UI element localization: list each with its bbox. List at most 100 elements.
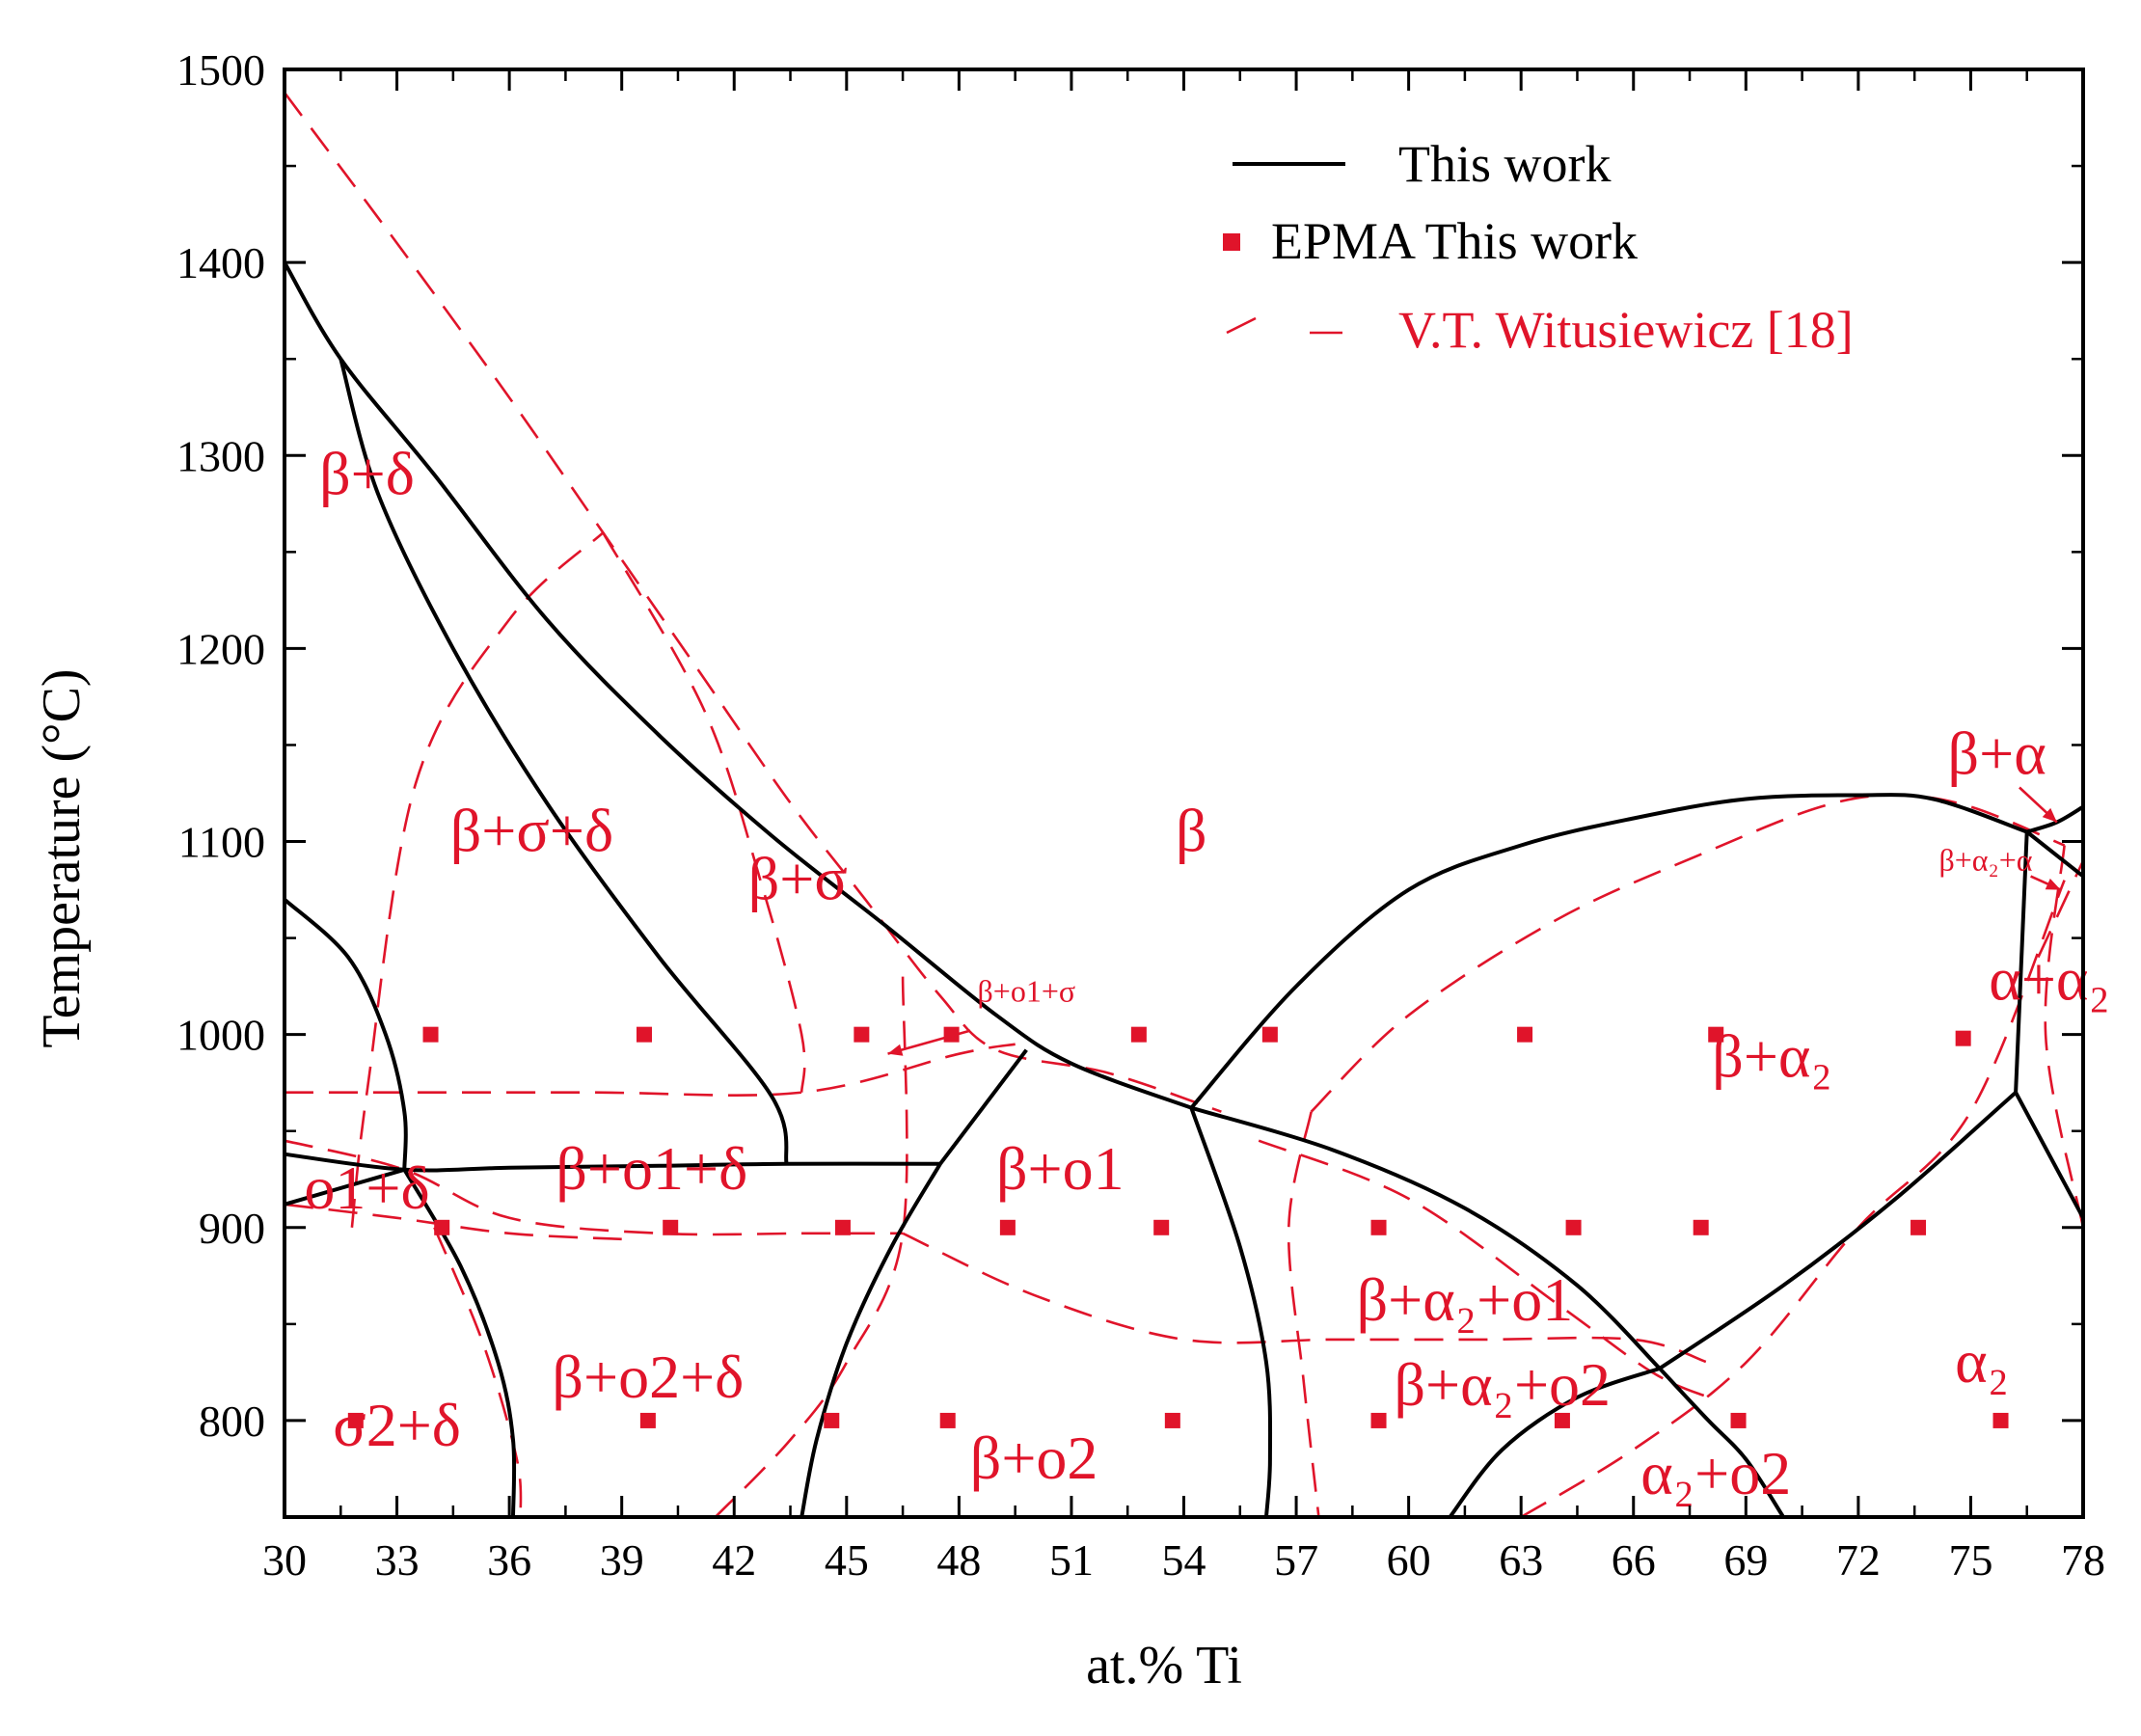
- phase-boundary-15: [2014, 831, 2029, 1093]
- phase-boundary-13: [1658, 1367, 1785, 1519]
- epma-point-21: [824, 1412, 840, 1428]
- phase-boundary-8: [938, 1048, 1028, 1166]
- y-tick-label-1500: 1500: [176, 45, 265, 95]
- reference-line-9: [902, 1232, 1709, 1365]
- phase-boundary-18: [2025, 829, 2085, 879]
- epma-point-6: [1261, 1026, 1278, 1043]
- y-tick-label-1300: 1300: [176, 431, 265, 480]
- reference-line-4: [284, 1043, 1016, 1097]
- arrow-beta-o1-sigma-head: [887, 1044, 904, 1056]
- phase-boundary-5: [284, 1167, 405, 1207]
- epma-point-7: [1517, 1026, 1533, 1043]
- y-tick-label-1400: 1400: [176, 238, 265, 287]
- epma-point-2: [637, 1026, 652, 1043]
- arrow-beta-alpha2-alpha-head: [2045, 878, 2061, 890]
- arrow-beta-alpha-head: [2042, 807, 2057, 823]
- epma-point-9: [1955, 1030, 1971, 1046]
- legend-label-epma: EPMA This work: [1271, 212, 1638, 270]
- x-tick-label-30: 30: [262, 1535, 307, 1585]
- reference-line-5: [284, 1139, 904, 1236]
- x-tick-label-69: 69: [1723, 1535, 1768, 1585]
- y-axis-title: Temperature (°C): [32, 668, 92, 1047]
- epma-point-27: [1992, 1412, 2009, 1428]
- region-label-16: α₂: [1955, 1327, 2009, 1396]
- region-label-9: β+o2+δ: [552, 1343, 744, 1411]
- region-label-13: β+α₂+o1: [1357, 1265, 1574, 1334]
- x-tick-label-57: 57: [1274, 1535, 1318, 1585]
- epma-point-19: [347, 1412, 364, 1428]
- region-label-3: β+σ: [748, 845, 848, 913]
- epma-points-layer: [347, 1026, 2009, 1428]
- phase-boundary-2: [339, 358, 789, 1165]
- reference-line-6: [284, 1203, 622, 1241]
- phase-boundary-1: [283, 261, 1192, 1110]
- phase-boundary-10: [1189, 793, 2028, 1110]
- region-label-10: σ2+δ: [333, 1391, 461, 1459]
- epma-point-26: [1730, 1412, 1747, 1428]
- epma-point-15: [1370, 1219, 1387, 1235]
- region-label-15: α₂+o2: [1640, 1439, 1791, 1507]
- epma-point-16: [1565, 1219, 1582, 1235]
- epma-point-12: [834, 1219, 851, 1235]
- epma-point-24: [1370, 1412, 1387, 1428]
- region-label-17: β+α: [1948, 719, 2046, 787]
- phase-boundary-11: [1190, 1105, 1662, 1370]
- region-label-14: β+α₂+o2: [1394, 1350, 1611, 1419]
- x-tick-label-75: 75: [1948, 1535, 1992, 1585]
- region-label-18: β+α₂+α: [1938, 843, 2032, 878]
- x-tick-label-72: 72: [1836, 1535, 1881, 1585]
- phase-boundary-16: [2014, 1091, 2085, 1219]
- x-axis-title: at.% Ti: [1086, 1636, 1242, 1695]
- x-tick-label-51: 51: [1049, 1535, 1094, 1585]
- reference-line-15: [2037, 859, 2085, 959]
- reference-line-14: [2044, 845, 2085, 1229]
- region-labels-layer: β+δ β+σ+δ β+σ β β+o1+σ β+o1+δ o1+δ β+o1 β+o2+δ σ2…: [304, 439, 2109, 1507]
- region-label-12: β+α₂: [1712, 1022, 1832, 1091]
- epma-point-1: [422, 1026, 439, 1043]
- epma-point-11: [663, 1219, 679, 1235]
- phase-boundary-9: [1189, 1107, 1273, 1518]
- arrow-beta-o1-sigma: [887, 1029, 971, 1055]
- region-label-6: β+o1+δ: [556, 1134, 747, 1203]
- reference-line-12: [1258, 1139, 1710, 1399]
- reference-line-2: [602, 531, 806, 1093]
- epma-point-18: [1911, 1219, 1927, 1235]
- x-tick-label-63: 63: [1499, 1535, 1543, 1585]
- this-work-lines-layer: [283, 261, 2085, 1519]
- epma-point-3: [854, 1026, 870, 1043]
- x-tick-label-39: 39: [600, 1535, 644, 1585]
- region-label-11: β+o2: [970, 1424, 1098, 1492]
- y-tick-label-1200: 1200: [176, 624, 265, 673]
- plot-frame: [283, 68, 2085, 1519]
- epma-point-23: [1164, 1412, 1180, 1428]
- legend-label-this-work: This work: [1398, 135, 1611, 193]
- reference-line-7: [433, 1227, 523, 1518]
- epma-point-14: [1153, 1219, 1170, 1235]
- phase-boundary-7: [799, 1162, 942, 1518]
- reference-lines-layer: [283, 92, 2085, 1519]
- region-label-8: β+o1: [996, 1134, 1125, 1203]
- x-tick-label-78: 78: [2061, 1535, 2105, 1585]
- x-tick-label-36: 36: [487, 1535, 531, 1585]
- phase-boundary-14: [1658, 1091, 2018, 1370]
- reference-line-10: [1287, 1111, 1320, 1518]
- phase-boundary-3: [283, 898, 408, 1170]
- region-label-2: β+σ+δ: [450, 797, 613, 865]
- x-tick-label-45: 45: [825, 1535, 869, 1585]
- x-tick-label-54: 54: [1162, 1535, 1206, 1585]
- annotation-arrows-layer: [887, 786, 2062, 1056]
- y-tick-label-1100: 1100: [178, 818, 265, 867]
- y-tick-label-1000: 1000: [176, 1011, 265, 1060]
- region-label-7: o1+δ: [304, 1153, 429, 1222]
- epma-point-25: [1554, 1412, 1570, 1428]
- y-tick-label-900: 900: [199, 1204, 265, 1253]
- reference-line-11: [1310, 794, 2066, 1113]
- region-label-4: β: [1176, 797, 1207, 865]
- phase-boundary-4: [284, 1152, 940, 1173]
- epma-point-5: [1130, 1026, 1147, 1043]
- region-label-19: α+α₂: [1989, 945, 2109, 1014]
- epma-point-10: [434, 1219, 450, 1235]
- epma-point-20: [639, 1412, 656, 1428]
- x-tick-label-48: 48: [936, 1535, 981, 1585]
